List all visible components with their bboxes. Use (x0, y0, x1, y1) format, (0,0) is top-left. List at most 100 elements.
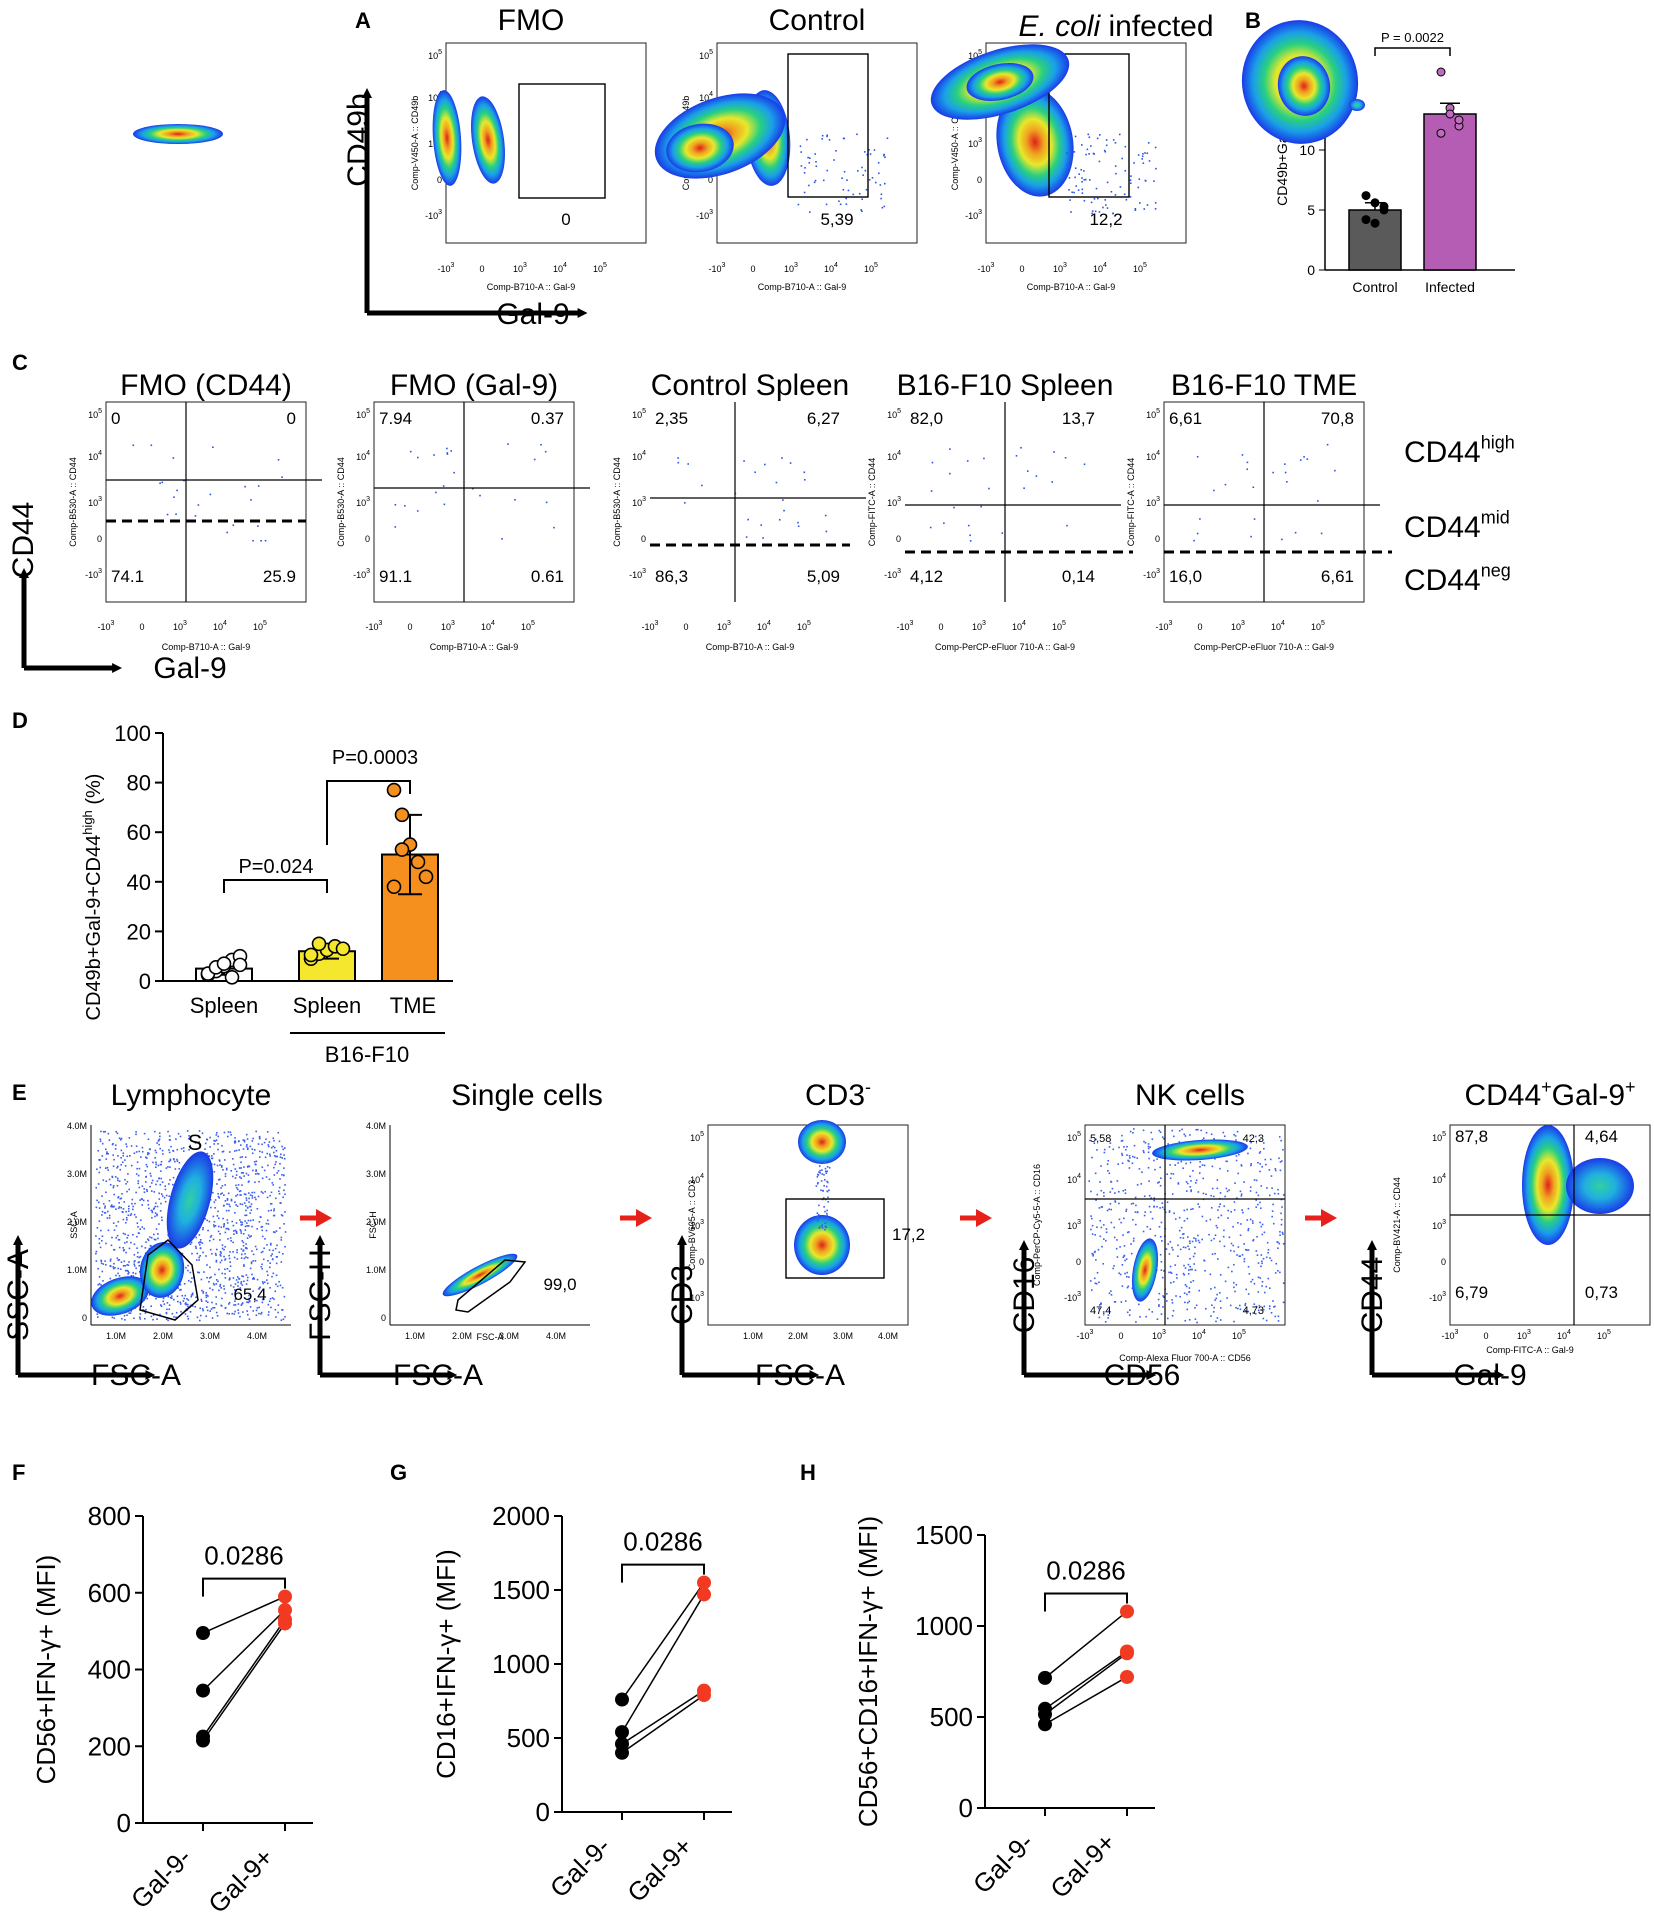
event-dot (284, 1245, 286, 1248)
event-dot (1188, 1240, 1191, 1242)
a-x-tick: 0 (750, 264, 755, 274)
event-dot (1185, 1162, 1187, 1165)
event-dot (281, 1309, 283, 1311)
event-dot (133, 1243, 136, 1245)
event-dot (825, 1172, 828, 1174)
event-dot (1195, 1240, 1197, 1242)
event-dot (1105, 1239, 1107, 1242)
event-dot (138, 1256, 141, 1259)
event-dot (101, 1214, 103, 1216)
event-dot (822, 1197, 825, 1199)
event-dot (1074, 176, 1076, 179)
density-blob (666, 123, 734, 173)
event-dot (160, 1305, 163, 1308)
event-dot (1122, 1256, 1125, 1259)
event-dot (1158, 1304, 1160, 1306)
event-dot (1261, 1262, 1263, 1265)
event-dot (104, 1207, 106, 1209)
event-dot (1083, 463, 1086, 466)
event-dot (820, 1189, 822, 1192)
event-dot (278, 1140, 281, 1143)
event-dot (806, 138, 808, 141)
event-dot (1235, 1139, 1237, 1141)
event-dot (1260, 1265, 1262, 1268)
event-dot (886, 137, 889, 140)
event-dot (1165, 1248, 1168, 1250)
event-dot (1100, 1226, 1103, 1229)
event-dot (99, 1246, 102, 1249)
event-dot (1120, 1221, 1122, 1224)
event-dot (1211, 1253, 1214, 1255)
event-dot (272, 1272, 275, 1275)
event-dot (226, 1219, 229, 1221)
event-dot (1241, 1254, 1244, 1256)
event-dot (1192, 1208, 1194, 1210)
event-dot (1233, 1201, 1236, 1203)
e-x-tick: 3.0M (499, 1331, 519, 1341)
a-y-tick: -103 (965, 209, 982, 221)
event-dot (1174, 1164, 1177, 1166)
event-dot (159, 1170, 162, 1172)
event-dot (1112, 1148, 1115, 1151)
event-dot (144, 1312, 147, 1314)
event-dot (197, 1271, 199, 1274)
event-dot (245, 1199, 248, 1201)
event-dot (817, 1213, 820, 1216)
event-dot (198, 1271, 200, 1274)
event-dot (244, 485, 246, 488)
a-x-tick: 103 (1053, 262, 1067, 274)
event-dot (1255, 1199, 1257, 1201)
event-dot (1200, 1129, 1202, 1132)
event-dot (156, 1318, 158, 1320)
event-dot (231, 1312, 234, 1315)
event-dot (1198, 1206, 1201, 1208)
event-dot (251, 1273, 253, 1276)
event-dot (224, 1307, 227, 1309)
event-dot (250, 1203, 253, 1205)
event-dot (1269, 1158, 1272, 1161)
F-point-gal9neg (196, 1683, 210, 1698)
event-dot (237, 1281, 239, 1284)
event-dot (133, 1152, 136, 1155)
event-dot (1277, 1269, 1279, 1272)
event-dot (141, 1146, 144, 1149)
quadrant-value-ll: 4,12 (910, 567, 943, 586)
event-dot (146, 1190, 149, 1193)
event-dot (1171, 1314, 1174, 1317)
c-y-tick-pow: 5 (642, 408, 646, 415)
event-dot (218, 1179, 220, 1181)
event-dot (1199, 1160, 1201, 1163)
event-dot (969, 534, 971, 537)
event-dot (224, 1231, 227, 1234)
event-dot (173, 1316, 175, 1318)
event-dot (1194, 1238, 1197, 1240)
event-dot (276, 1155, 279, 1158)
event-dot (273, 1166, 275, 1169)
event-dot (1210, 1133, 1213, 1136)
event-dot (249, 1212, 251, 1214)
event-dot (187, 1137, 190, 1140)
event-dot (127, 1207, 130, 1210)
event-dot (228, 1254, 230, 1257)
density-blob (471, 96, 505, 184)
event-dot (1326, 443, 1329, 446)
event-dot (1154, 208, 1157, 210)
sparse-events (1193, 443, 1336, 542)
event-dot (1066, 524, 1068, 527)
event-dot (1158, 1292, 1161, 1295)
event-dot (120, 1197, 123, 1200)
event-dot (1146, 152, 1149, 155)
e-x-tick: 4.0M (247, 1331, 267, 1341)
event-dot (206, 1276, 208, 1279)
G-pair-line (621, 1594, 705, 1733)
event-dot (212, 1191, 214, 1194)
event-dot (1178, 1141, 1181, 1143)
event-dot (1210, 1207, 1213, 1209)
event-dot (1149, 1228, 1152, 1230)
event-dot (1138, 1303, 1140, 1306)
event-dot (215, 1296, 217, 1298)
event-dot (930, 490, 933, 492)
event-dot (115, 1130, 118, 1133)
event-dot (224, 1200, 227, 1202)
event-dot (1104, 1321, 1107, 1323)
